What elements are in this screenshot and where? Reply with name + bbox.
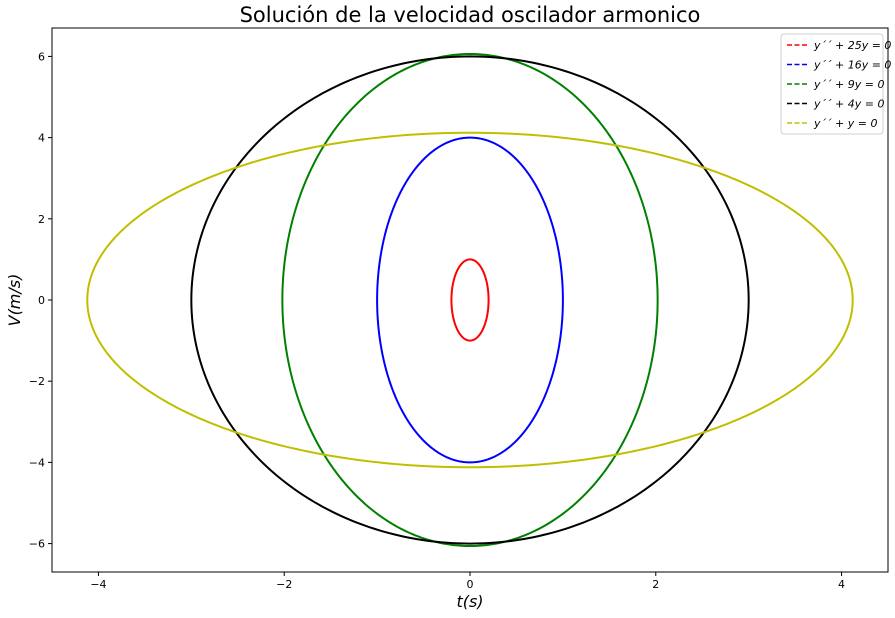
legend-entry-label: y´´ + 9y = 0 [813,78,884,91]
x-tick-label: −2 [276,578,292,591]
legend-box [780,33,884,135]
legend-entry-label: y´´ + 4y = 0 [813,98,884,111]
y-tick-label: −4 [29,456,45,469]
x-tick-label: 0 [467,578,474,591]
y-tick-label: 2 [38,213,45,226]
y-axis-label: V(m/s) [5,274,24,327]
y-tick-label: −6 [29,538,45,551]
y-tick-label: −2 [29,375,45,388]
plot-frame [51,27,889,573]
legend: y´´ + 25y = 0 y´´ + 16y = 0 y´´ + 9y = 0 y´… [780,33,891,135]
series-line-2 [376,136,564,464]
series-line-1 [450,258,490,342]
x-tick-label: −4 [90,578,106,591]
x-axis: −4 −2 0 2 4 [90,572,845,591]
y-tick-label: 6 [38,50,45,63]
y-axis: −6 −4 −2 0 2 4 6 [29,50,52,551]
y-tick-label: 4 [38,132,45,145]
x-tick-label: 2 [652,578,659,591]
series-line-4 [190,55,750,545]
legend-entry-label: y´´ + 25y = 0 [813,39,891,52]
chart-title: Solución de la velocidad oscilador armon… [240,3,701,27]
x-axis-label: t(s) [456,592,483,611]
series-line-3 [281,52,659,548]
series-line-5 [86,131,854,469]
legend-entry-label: y´´ + y = 0 [813,117,877,130]
y-tick-label: 0 [38,294,45,307]
plot-area [86,52,854,548]
legend-entry-label: y´´ + 16y = 0 [813,59,891,72]
x-tick-label: 4 [838,578,845,591]
